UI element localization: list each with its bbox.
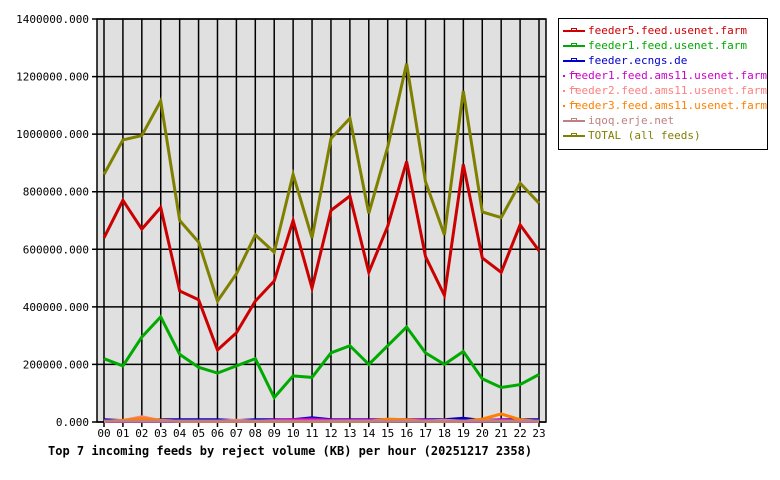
legend-swatch <box>563 27 585 32</box>
x-tick-label: 01 <box>116 427 129 440</box>
x-tick-label: 19 <box>457 427 470 440</box>
legend-item: feeder2.feed.ams11.usenet.farm <box>559 83 767 98</box>
legend-item: feeder3.feed.ams11.usenet.farm <box>559 98 767 113</box>
x-tick-label: 21 <box>495 427 508 440</box>
x-tick-label: 13 <box>343 427 356 440</box>
x-tick-label: 16 <box>400 427 413 440</box>
x-tick-label: 22 <box>513 427 526 440</box>
legend-swatch <box>563 87 580 92</box>
x-tick-label: 10 <box>287 427 300 440</box>
legend-swatch <box>563 132 585 137</box>
legend-swatch <box>563 117 585 122</box>
x-tick-label: 20 <box>476 427 489 440</box>
y-tick-label: 1000000.000 <box>16 128 89 141</box>
legend-item: TOTAL (all feeds) <box>559 128 767 143</box>
chart-title: Top 7 incoming feeds by reject volume (K… <box>48 444 533 458</box>
legend-label: feeder5.feed.usenet.farm <box>588 24 747 37</box>
x-tick-label: 06 <box>211 427 224 440</box>
y-tick-label: 0.000 <box>56 416 89 429</box>
y-tick-label: 200000.000 <box>23 358 89 371</box>
plot-area <box>97 19 546 422</box>
x-tick-label: 04 <box>173 427 187 440</box>
x-tick-label: 05 <box>192 427 205 440</box>
x-tick-label: 02 <box>135 427 148 440</box>
legend-swatch <box>563 42 585 47</box>
legend-label: iqoq.erje.net <box>588 114 675 127</box>
legend-label: feeder.ecngs.de <box>588 54 688 67</box>
legend-swatch <box>563 57 585 62</box>
x-tick-label: 07 <box>230 427 243 440</box>
legend-label: TOTAL (all feeds) <box>588 129 701 142</box>
x-tick-label: 14 <box>362 427 376 440</box>
y-tick-label: 800000.000 <box>23 186 89 199</box>
x-tick-label: 09 <box>268 427 281 440</box>
legend-item: feeder.ecngs.de <box>559 53 767 68</box>
x-tick-label: 03 <box>154 427 167 440</box>
x-tick-label: 00 <box>97 427 110 440</box>
legend-label: feeder1.feed.ams11.usenet.farm <box>568 69 767 82</box>
x-tick-label: 17 <box>419 427 432 440</box>
legend-swatch <box>563 72 580 77</box>
legend-swatch <box>563 102 580 107</box>
x-tick-label: 11 <box>305 427 318 440</box>
legend-label: feeder2.feed.ams11.usenet.farm <box>568 84 767 97</box>
legend-item: iqoq.erje.net <box>559 113 767 128</box>
x-tick-label: 12 <box>324 427 337 440</box>
legend-label: feeder3.feed.ams11.usenet.farm <box>568 99 767 112</box>
x-tick-label: 08 <box>249 427 262 440</box>
y-tick-label: 1200000.000 <box>16 71 89 84</box>
legend-label: feeder1.feed.usenet.farm <box>588 39 747 52</box>
x-tick-label: 18 <box>438 427 451 440</box>
legend-item: feeder1.feed.ams11.usenet.farm <box>559 68 767 83</box>
legend-item: feeder1.feed.usenet.farm <box>559 38 767 53</box>
series-line-0 <box>102 161 541 353</box>
y-tick-label: 600000.000 <box>23 243 89 256</box>
series-line-1 <box>103 314 540 401</box>
legend: feeder5.feed.usenet.farm feeder1.feed.use… <box>558 18 768 150</box>
x-tick-label: 15 <box>381 427 394 440</box>
series-line-7 <box>102 63 541 305</box>
y-tick-label: 1400000.000 <box>16 13 89 26</box>
legend-item: feeder5.feed.usenet.farm <box>559 23 767 38</box>
y-tick-label: 400000.000 <box>23 301 89 314</box>
x-tick-label: 23 <box>532 427 545 440</box>
